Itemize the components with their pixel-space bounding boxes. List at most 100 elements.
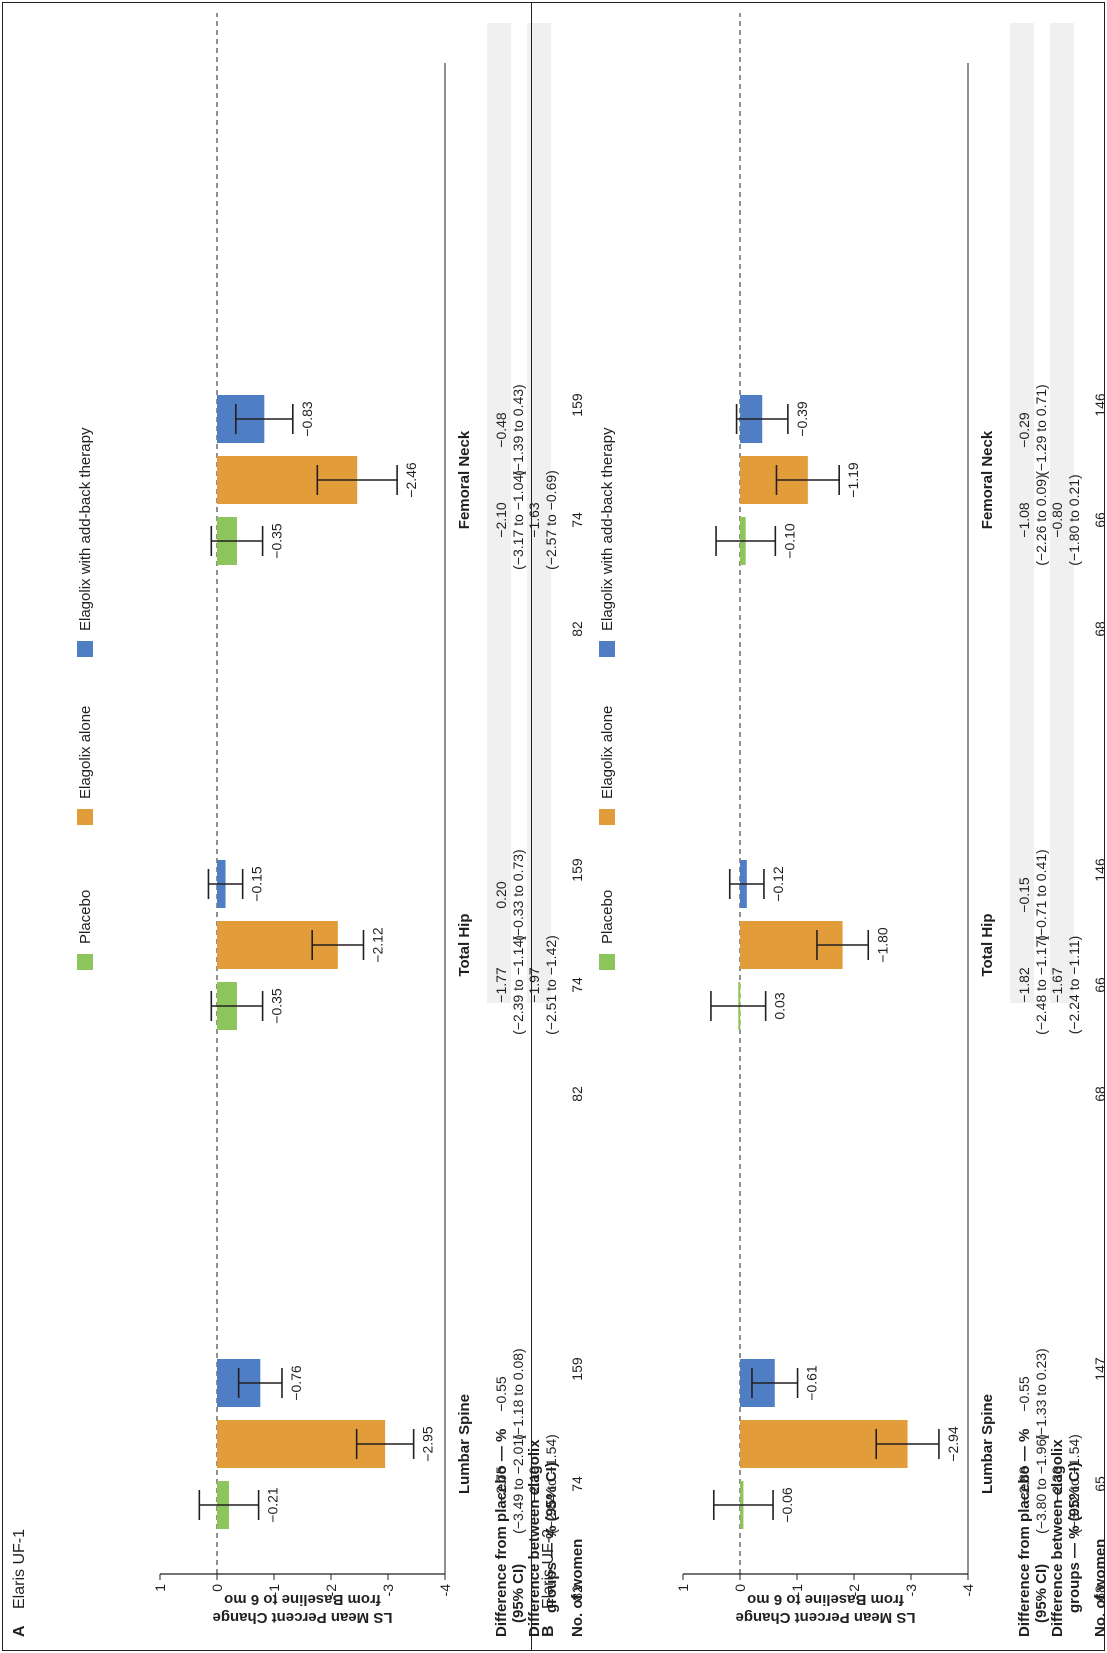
- panel-a-n-women-0-2: 159: [569, 1357, 585, 1381]
- panel-a-diff-placebo-ci-0-0: (−3.49 to −2.01): [510, 1434, 526, 1534]
- panel-a-category-label-2: Femoral Neck: [456, 430, 473, 529]
- panel-a-row-label-diff-placebo: Difference from placebo — %: [493, 1429, 510, 1637]
- panel-a-n-women-2-1: 74: [569, 512, 585, 528]
- panel-a-row-label-diff-between-ci: groups — % (95% CI): [543, 1462, 560, 1613]
- panel-a-ylabel: LS Mean Percent Changefrom Baseline to 6…: [212, 1591, 392, 1626]
- panel-a-category-label-0: Lumbar Spine: [456, 1394, 473, 1494]
- panel-a-bar-2-1: [217, 456, 358, 504]
- panel-b-legend-label-1: Elagolix alone: [599, 706, 616, 799]
- panel-b-n-women-2-0: 68: [1092, 621, 1107, 637]
- panel-b-bar-0-1: [740, 1420, 908, 1468]
- panel-a-letter: A: [11, 1625, 28, 1637]
- panel-b-diff-placebo-ci-0-1: (−1.33 to 0.23): [1033, 1348, 1049, 1439]
- panel-b-value-label-0-1: −2.94: [945, 1426, 961, 1462]
- panel-a-n-women-1-0: 82: [569, 1086, 585, 1102]
- panel-b-y-tick-label-3: -2: [846, 1584, 862, 1597]
- panel-b-value-label-0-2: −0.61: [804, 1365, 820, 1401]
- panel-b-legend-swatch-0: [599, 954, 615, 970]
- panel-b-diff-between-value-0: −2.33: [1049, 1466, 1065, 1502]
- panel-b-y-tick-label-4: -3: [903, 1584, 919, 1597]
- panel-b-diff-placebo-value-1-0: −1.82: [1016, 967, 1032, 1003]
- panel-a-legend-label-2: Elagolix with add-back therapy: [77, 427, 94, 631]
- panel-b-diff-placebo-value-2-0: −1.08: [1016, 502, 1032, 538]
- panel-a-n-women-1-1: 74: [569, 977, 585, 993]
- panel-b-value-label-1-1: −1.80: [874, 927, 890, 963]
- panel-b-row-label-n-women: No. of women: [1092, 1539, 1107, 1637]
- panel-a-diff-between-value-1: −1.97: [526, 967, 542, 1003]
- panel-a-n-women-2-0: 82: [569, 621, 585, 637]
- panel-b-n-women-0-1: 65: [1092, 1476, 1107, 1492]
- panel-a-table-shade-1: [487, 23, 511, 1003]
- panel-b-diff-placebo-value-0-0: −2.88: [1016, 1466, 1032, 1502]
- panel-b-title: Elaris UF-2: [540, 1529, 557, 1609]
- panel-a-value-label-0-1: −2.95: [420, 1426, 436, 1462]
- panel-b-y-tick-label-2: -1: [789, 1584, 805, 1597]
- panel-a-legend-swatch-0: [77, 954, 93, 970]
- panel-a-diff-placebo-value-2-1: −0.48: [493, 412, 509, 448]
- panel-a-diff-between-ci-0: (−2.84 to −1.54): [543, 1434, 559, 1534]
- panel-b-n-women-1-2: 146: [1092, 858, 1107, 882]
- panel-b-category-label-0: Lumbar Spine: [979, 1394, 996, 1494]
- panel-b-n-women-0-0: 68: [1092, 1585, 1107, 1601]
- panel-b-diff-between-ci-2: (−1.80 to 0.21): [1066, 474, 1082, 565]
- panel-a-value-label-2-2: −0.83: [299, 401, 315, 437]
- panel-a-row-label-diff-between: Difference between elagolix: [526, 1439, 543, 1637]
- panel-a-diff-placebo-ci-1-1: (−0.33 to 0.73): [510, 849, 526, 940]
- panel-a-value-label-2-1: −2.46: [403, 462, 419, 498]
- panel-b-value-label-0-0: −0.06: [779, 1487, 795, 1523]
- panel-a-diff-placebo-ci-2-0: (−3.17 to −1.04): [510, 470, 526, 570]
- panel-a-diff-placebo-value-1-1: 0.20: [493, 881, 509, 908]
- panel-a-legend-label-1: Elagolix alone: [77, 706, 94, 799]
- panel-a-value-label-1-0: −0.35: [269, 988, 285, 1024]
- panel-b-value-label-1-0: 0.03: [772, 992, 788, 1019]
- panel-a-n-women-0-0: 82: [569, 1585, 585, 1601]
- panel-a-diff-between-value-0: −2.19: [526, 1466, 542, 1502]
- panel-b-y-tick-label-0: 1: [675, 1584, 691, 1592]
- panel-b-n-women-2-1: 66: [1092, 512, 1107, 528]
- panel-a-diff-placebo-value-1-0: −1.77: [493, 967, 509, 1003]
- panel-b-y-tick-label-1: 0: [732, 1584, 748, 1592]
- panel-b-n-women-0-2: 147: [1092, 1357, 1107, 1381]
- panel-b-category-label-2: Femoral Neck: [979, 430, 996, 529]
- panel-b-row-label-diff-placebo-ci: (95% CI): [1033, 1564, 1050, 1623]
- panel-a-y-tick-label-1: 0: [209, 1584, 225, 1592]
- panel-b-ylabel: LS Mean Percent Changefrom Baseline to 6…: [735, 1591, 915, 1626]
- panel-a-y-tick-label-4: -3: [380, 1584, 396, 1597]
- panel-b-row-label-diff-between: Difference between elagolix: [1049, 1439, 1066, 1637]
- panel-a-y-tick-label-3: -2: [323, 1584, 339, 1597]
- panel-a-y-tick-label-5: -4: [437, 1584, 453, 1597]
- panel-a-value-label-2-0: −0.35: [269, 523, 285, 559]
- panel-a-y-tick-label-0: 1: [152, 1584, 168, 1592]
- panel-a-value-label-0-0: −0.21: [265, 1487, 281, 1523]
- panel-a-n-women-0-1: 74: [569, 1476, 585, 1492]
- panel-b-n-women-1-0: 68: [1092, 1086, 1107, 1102]
- panel-a-diff-placebo-value-0-0: −2.75: [493, 1466, 509, 1502]
- panel-b-diff-placebo-value-0-1: −0.55: [1016, 1376, 1032, 1412]
- panel-a-diff-between-ci-1: (−2.51 to −1.42): [543, 935, 559, 1035]
- panel-a-n-women-2-2: 159: [569, 393, 585, 417]
- panel-a-diff-placebo-ci-2-1: (−1.39 to 0.43): [510, 384, 526, 475]
- panel-b-bar-2-1: [740, 456, 808, 504]
- panel-b-value-label-1-2: −0.12: [770, 866, 786, 902]
- panel-a-diff-placebo-ci-1-0: (−2.39 to −1.14): [510, 935, 526, 1035]
- panel-b-category-label-1: Total Hip: [979, 913, 996, 976]
- panel-a-diff-placebo-ci-0-1: (−1.18 to 0.08): [510, 1348, 526, 1439]
- panel-b-diff-placebo-ci-1-1: (−0.71 to 0.41): [1033, 849, 1049, 940]
- panel-a-diff-between-ci-2: (−2.57 to −0.69): [543, 470, 559, 570]
- panel-a-diff-placebo-value-0-1: −0.55: [493, 1376, 509, 1412]
- panel-b-diff-between-ci-1: (−2.24 to −1.11): [1066, 936, 1082, 1035]
- panel-b-legend-label-2: Elagolix with add-back therapy: [599, 427, 616, 631]
- panel-a-value-label-1-1: −2.12: [369, 927, 385, 963]
- panel-b-table-shade-1: [1010, 23, 1034, 1003]
- panel-b-y-tick-label-5: -4: [960, 1584, 976, 1597]
- panel-a-bar-0-1: [217, 1420, 386, 1468]
- panel-a-value-label-1-2: −0.15: [249, 866, 265, 902]
- panel-b-legend-swatch-2: [599, 641, 615, 657]
- panel-a-bar-1-1: [217, 921, 338, 969]
- panel-b-diff-placebo-ci-1-0: (−2.48 to −1.17): [1033, 935, 1049, 1035]
- panel-b-value-label-2-0: −0.10: [781, 523, 797, 559]
- panel-b-diff-placebo-value-1-1: −0.15: [1016, 877, 1032, 913]
- panel-a-category-label-1: Total Hip: [456, 913, 473, 976]
- panel-b-diff-placebo-ci-0-0: (−3.80 to −1.96): [1033, 1434, 1049, 1534]
